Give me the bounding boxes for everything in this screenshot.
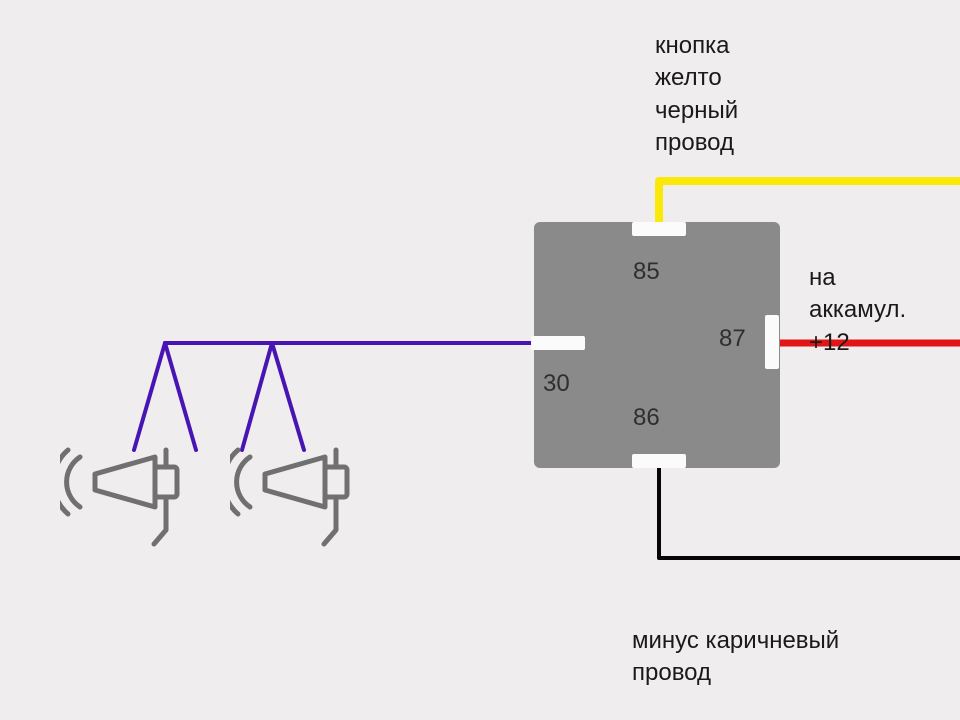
relay-terminal-86: [632, 454, 686, 468]
note-button-wire: кнопка желто черный провод: [655, 30, 738, 160]
relay-terminal-30: [531, 336, 585, 350]
pin-label-87: 87: [719, 325, 746, 353]
pin-label-86: 86: [633, 404, 660, 432]
wire-black: [659, 468, 960, 558]
wire-layer: [0, 0, 960, 720]
relay-terminal-87: [765, 315, 779, 369]
diagram-canvas: 85 86 30 87 кнопка желто черный провод н…: [0, 0, 960, 720]
note-battery-wire: на аккамул. +12: [809, 262, 906, 359]
pin-label-30: 30: [543, 370, 570, 398]
wire-yellow: [659, 181, 960, 225]
note-ground-wire: минус каричневый провод: [632, 625, 839, 690]
pin-label-85: 85: [633, 258, 660, 286]
horn-icon-right: [230, 412, 390, 577]
horn-icon-left: [60, 412, 220, 577]
relay-terminal-85: [632, 222, 686, 236]
